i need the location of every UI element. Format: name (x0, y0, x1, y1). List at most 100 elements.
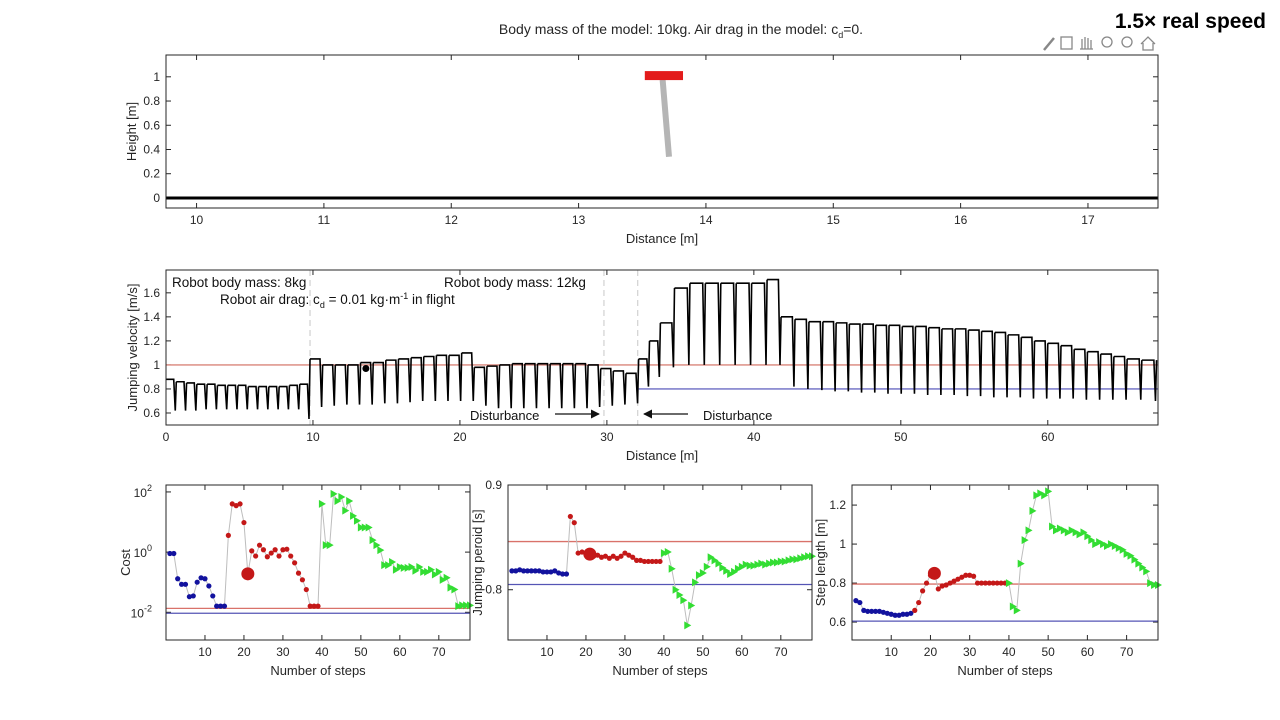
annotation-part: = 0.01 kg·m (325, 292, 400, 307)
point (785, 556, 793, 565)
velocity-step (808, 320, 824, 391)
point (734, 564, 742, 573)
x-tick-label: 16 (954, 213, 968, 227)
robot-leg (659, 79, 672, 158)
y-tick-label: 1 (153, 358, 160, 372)
point (182, 581, 189, 587)
point (284, 546, 290, 552)
y-axis-label: Height [m] (124, 102, 139, 161)
velocity-step (1008, 334, 1023, 398)
point (797, 554, 805, 563)
point (241, 519, 247, 526)
velocity-step (289, 384, 301, 410)
y-tick-label: 1.2 (829, 498, 846, 512)
x-tick-label: 30 (600, 430, 614, 444)
point (707, 553, 715, 562)
velocity-step (689, 282, 707, 365)
x-tick-label: 60 (1041, 430, 1055, 444)
point (793, 555, 801, 564)
y-tick-base: 10 (131, 606, 145, 620)
y-tick-label: 100 (134, 543, 152, 560)
axes: 0 10 20 30 40 50 60 0.6 0.8 1 1.2 1.4 1.6 Distance [m… (125, 269, 1159, 463)
x-tick-label: 50 (1041, 645, 1055, 659)
point (1041, 491, 1049, 500)
x-tick-label: 17 (1081, 213, 1095, 227)
point (692, 578, 700, 587)
brush-icon[interactable] (1043, 37, 1055, 51)
point (455, 602, 463, 611)
x-tick-label: 30 (618, 645, 632, 659)
point (563, 571, 570, 577)
point (268, 550, 274, 556)
point (389, 557, 397, 566)
point (1053, 526, 1060, 535)
point (990, 580, 996, 586)
x-tick-label: 50 (894, 430, 908, 444)
connector (223, 535, 229, 607)
velocity-step (562, 362, 577, 409)
point (610, 553, 616, 559)
point (630, 554, 636, 560)
point (206, 583, 212, 589)
y-tick-label: 0.8 (829, 576, 846, 590)
title-subscript: d (838, 30, 843, 40)
point (770, 558, 778, 567)
point (857, 599, 863, 606)
point (614, 555, 620, 561)
zoom-in-icon[interactable] (1101, 36, 1113, 48)
x-tick-label: 10 (885, 645, 899, 659)
point (668, 564, 676, 573)
y-tick-exponent: 2 (147, 483, 152, 493)
velocity-step (436, 354, 450, 401)
point (688, 601, 696, 610)
axes: 10 20 30 40 50 60 70 0.8 0.9 Number of steps Jumpi… (470, 478, 816, 678)
point (528, 568, 534, 574)
point (1064, 528, 1072, 537)
point (365, 523, 373, 532)
point (540, 569, 546, 575)
point (548, 569, 554, 575)
point (1147, 579, 1155, 588)
y-tick-label: 0.8 (143, 94, 160, 108)
velocity-step (836, 322, 851, 392)
home-icon[interactable] (1140, 36, 1156, 51)
velocity-step (1074, 348, 1089, 400)
point (805, 552, 813, 561)
point (190, 593, 196, 599)
point (971, 573, 977, 579)
velocity-step (360, 361, 375, 405)
point (660, 549, 668, 558)
velocity-step (955, 328, 970, 397)
datatip-icon[interactable] (1060, 36, 1073, 50)
y-tick-label: 102 (134, 483, 152, 500)
axes-box (507, 484, 813, 641)
velocity-step (196, 383, 208, 410)
velocity-step (373, 360, 387, 404)
x-axis-label: Number of steps (612, 663, 708, 678)
point (428, 565, 436, 574)
zoom-out-icon[interactable] (1121, 36, 1133, 48)
point (229, 501, 235, 507)
plot-area (166, 485, 470, 640)
point (1107, 540, 1115, 549)
point (1049, 522, 1057, 531)
point (524, 568, 531, 574)
annotation: Disturbance (703, 408, 772, 423)
velocity-step (751, 279, 768, 365)
point (1068, 526, 1076, 535)
point (408, 563, 416, 572)
point (766, 559, 774, 568)
point (865, 608, 871, 614)
velocity-step (849, 323, 864, 393)
point (626, 552, 632, 558)
annotation: Robot body mass: 8kg (172, 275, 306, 290)
point (869, 608, 875, 614)
point (175, 576, 181, 582)
velocity-step (461, 352, 476, 401)
pan-icon[interactable] (1080, 37, 1093, 50)
point (186, 594, 192, 600)
point (591, 553, 597, 559)
point (1072, 528, 1080, 537)
point (559, 571, 566, 577)
